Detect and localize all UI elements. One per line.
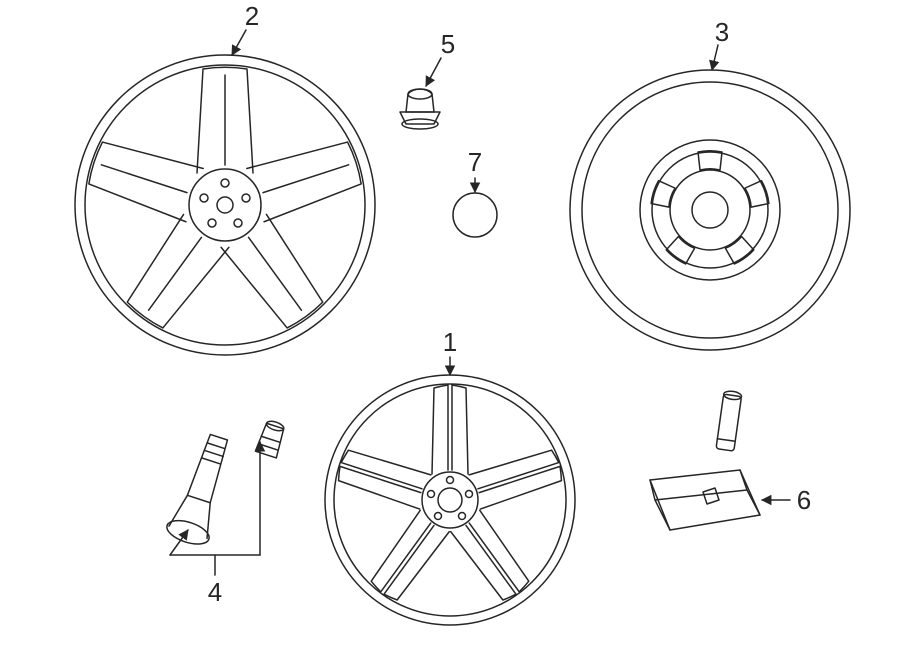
callout-label-2: 2 <box>245 1 259 31</box>
callout-label-3: 3 <box>715 17 729 47</box>
tpms-sensor <box>650 390 760 530</box>
wheel-five-spoke <box>75 55 375 355</box>
lug-nut <box>400 89 440 129</box>
center-cap <box>453 193 497 237</box>
callout-label-4: 4 <box>208 577 222 607</box>
wheel-multi-spoke <box>325 375 575 625</box>
spare-wheel <box>570 70 850 350</box>
callout-label-5: 5 <box>441 29 455 59</box>
callout-label-6: 6 <box>797 485 811 515</box>
callout-label-1: 1 <box>443 327 457 357</box>
callout-label-7: 7 <box>468 147 482 177</box>
